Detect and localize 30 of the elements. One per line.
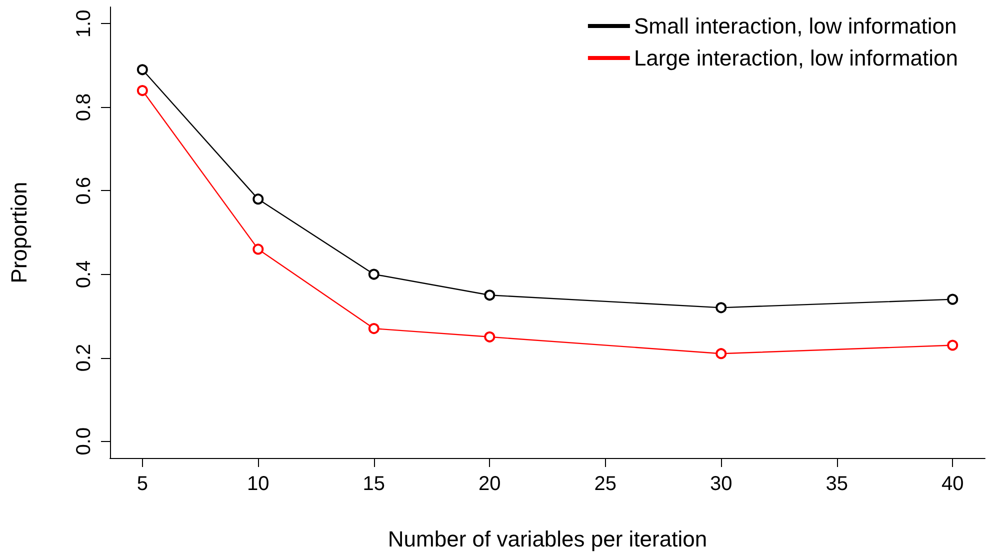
y-tick-label: 0.8: [73, 93, 95, 122]
y-tick-label: 1.0: [73, 10, 95, 38]
x-tick-label: 35: [826, 473, 848, 495]
point: [252, 244, 264, 255]
x-tick-label: 40: [941, 473, 964, 495]
point: [484, 290, 496, 301]
y-tick-label: 0.4: [73, 260, 95, 288]
y-tick-label: 0.2: [73, 344, 95, 372]
point: [252, 194, 264, 205]
y-tick-label: 0.6: [73, 176, 95, 205]
point: [947, 340, 958, 351]
point: [716, 302, 727, 314]
x-tick-label: 10: [247, 473, 270, 495]
y-axis-title: Proportion: [6, 182, 32, 284]
point: [947, 294, 958, 305]
legend-label: Large interaction, low information: [634, 46, 958, 70]
point: [368, 323, 380, 334]
x-tick-label: 25: [594, 473, 616, 495]
y-tick-label: 0.0: [73, 427, 95, 456]
x-tick-label: 15: [362, 473, 386, 495]
x-axis-title: Number of variables per iteration: [388, 526, 708, 552]
point: [136, 64, 148, 76]
point: [368, 268, 380, 280]
x-tick-label: 5: [136, 473, 148, 495]
point: [484, 331, 496, 342]
x-tick-label: 30: [710, 473, 732, 495]
point: [716, 348, 727, 360]
point: [136, 85, 148, 96]
legend-label: Small interaction, low information: [634, 14, 957, 38]
x-tick-label: 20: [478, 473, 501, 495]
